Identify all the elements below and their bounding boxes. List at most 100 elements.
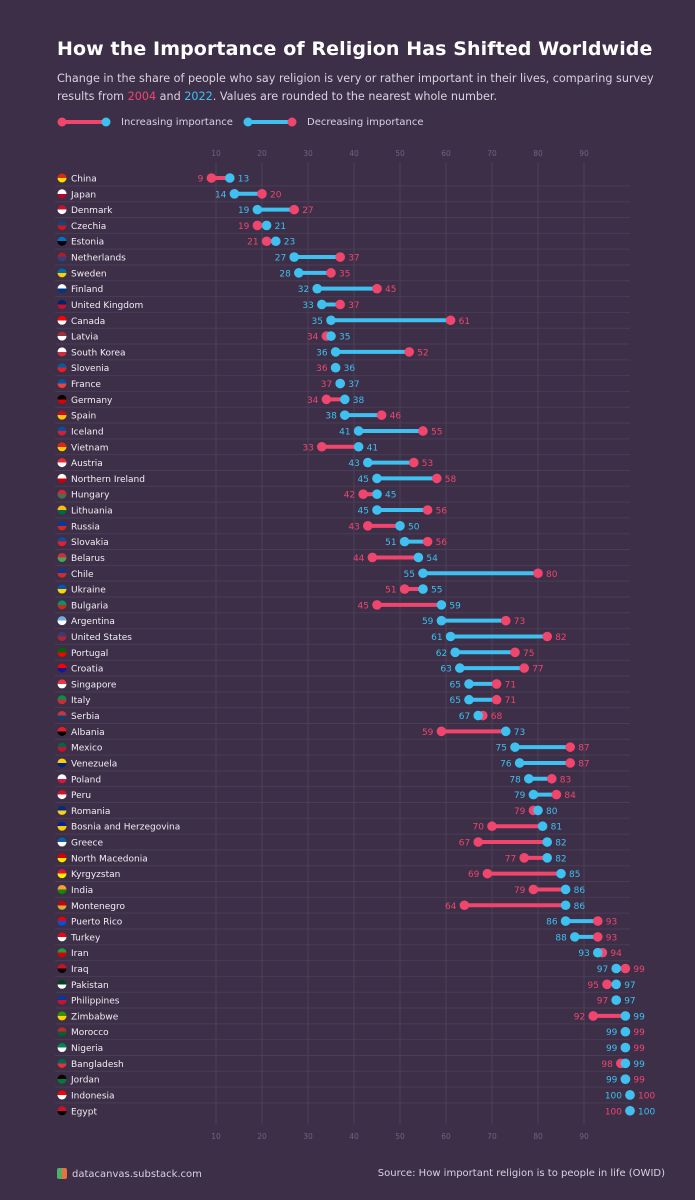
value-label-2004: 69 [468,870,480,880]
value-label-2022: 36 [344,364,356,374]
dot-2004 [252,220,263,231]
value-label-2004: 79 [514,807,526,817]
country-label: Denmark [71,206,113,216]
value-label-2022: 45 [358,507,369,517]
footer-site[interactable]: datacanvas.substack.com [57,1168,202,1180]
value-label-2004: 71 [505,680,516,690]
dot-2022 [372,489,382,500]
x-tick-label-bottom: 10 [211,1132,221,1141]
dot-2022 [620,1042,631,1053]
value-label-2022: 43 [348,459,359,469]
value-label-2004: 99 [633,1044,645,1054]
flag-icon [57,236,67,246]
flag-icon [57,489,67,499]
dot-2022 [413,552,424,563]
dot-2004 [367,552,378,563]
value-label-2022: 55 [404,570,415,580]
flag-icon [57,821,67,831]
x-tick-label-top: 80 [533,149,543,158]
dot-2004 [321,394,332,405]
flag-icon [57,916,67,926]
value-label-2004: 52 [417,348,428,358]
flag-icon [57,205,67,215]
dot-2022 [312,283,323,294]
flag-icon [57,252,67,262]
site-link[interactable]: datacanvas.substack.com [72,1169,202,1180]
flag-icon [57,663,67,673]
dot-2022 [330,347,341,357]
dot-2004 [358,489,369,500]
dot-2022 [542,853,552,863]
flag-icon [57,616,67,626]
dot-2004 [473,837,484,847]
country-label: China [71,175,97,185]
x-tick-label-top: 90 [579,149,589,158]
value-label-2004: 100 [605,1107,622,1117]
country-label: Indonesia [71,1091,115,1101]
country-label: United States [71,633,132,643]
value-label-2004: 95 [588,981,599,991]
country-label: Romania [71,807,110,817]
value-label-2004: 70 [473,823,485,833]
dot-2004 [409,457,419,468]
value-label-2004: 73 [514,617,525,627]
dot-2022 [261,220,272,231]
dot-2022 [399,536,410,547]
dot-2004 [445,315,456,326]
value-label-2004: 43 [348,522,359,532]
x-tick-label-bottom: 30 [303,1132,313,1141]
dot-2004 [326,268,336,278]
value-label-2004: 93 [606,918,617,928]
dot-2022 [556,868,566,879]
value-label-2004: 37 [348,301,359,311]
country-label: Germany [71,396,113,406]
dot-2004 [501,615,511,626]
value-label-2022: 86 [546,918,558,928]
decreasing-dumbbell-icon [243,117,297,127]
x-tick-label-top: 30 [303,149,313,158]
value-label-2004: 87 [578,759,589,769]
value-label-2022: 35 [339,333,350,343]
x-tick-label-bottom: 50 [395,1132,405,1141]
value-label-2022: 23 [284,238,295,248]
value-label-2022: 99 [606,1028,618,1038]
dot-2022 [625,1090,635,1100]
dot-2004 [261,236,272,247]
country-label: Chile [71,570,94,580]
country-label: Canada [71,317,105,327]
dot-2004 [510,647,520,658]
flag-icon [57,964,67,973]
value-label-2022: 99 [606,1044,618,1054]
flag-icon [57,837,67,847]
dot-2004 [533,568,543,579]
dot-2004 [482,868,493,879]
dot-2022 [436,600,447,610]
value-label-2004: 71 [505,696,516,706]
increasing-dumbbell-icon [57,117,111,127]
subtitle-text: . Values are rounded to the nearest whol… [212,90,498,103]
x-tick-label-top: 50 [395,149,405,158]
dot-2004 [372,283,382,294]
dot-2022 [464,679,474,689]
country-label: Serbia [71,712,100,722]
x-tick-label-bottom: 60 [441,1132,451,1141]
country-label: Poland [71,775,101,785]
country-label: India [71,886,93,896]
dot-2004 [542,631,552,642]
value-label-2004: 56 [436,507,448,517]
flag-icon [57,1074,67,1084]
legend-increasing: Increasing importance [57,116,233,128]
flag-icon [57,410,67,420]
dot-2004 [547,773,557,784]
dot-2022 [542,837,552,847]
country-label: Vietnam [71,443,109,453]
dot-2022 [372,473,382,484]
dot-2004 [487,821,497,832]
dot-2022 [620,1026,631,1037]
dot-2004 [289,204,300,215]
value-label-2004: 80 [546,570,558,580]
value-label-2004: 99 [633,965,645,975]
flag-icon [57,442,67,452]
dot-2022 [473,710,484,721]
value-label-2004: 20 [270,190,282,200]
